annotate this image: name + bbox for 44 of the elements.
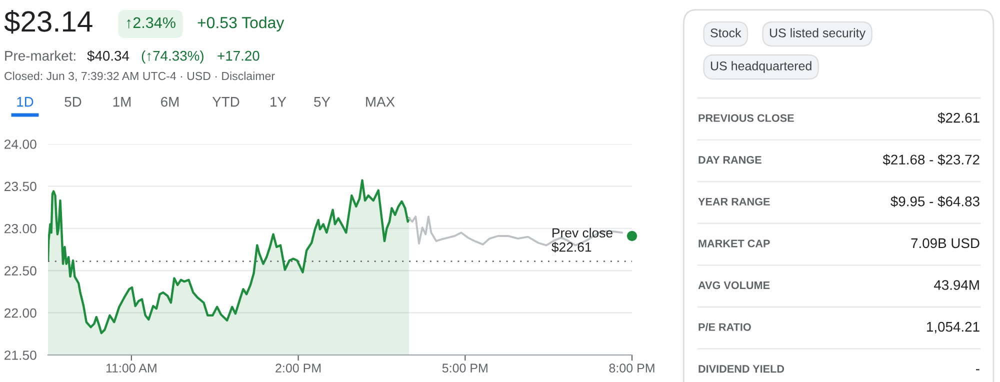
text: MARKET CAP bbox=[698, 240, 770, 248]
text: US headquartered bbox=[710, 61, 812, 73]
text: Pre-market: bbox=[5, 50, 76, 61]
x-tick-label: 11:00 AM bbox=[106, 364, 156, 373]
y-tick-label: 24.00 bbox=[4, 140, 36, 149]
text: $21.68 - $23.72 bbox=[882, 154, 980, 166]
x-tick-label: 5:00 PM bbox=[442, 364, 488, 373]
y-tick-label: 21.50 bbox=[4, 350, 36, 360]
text: 7.09B USD bbox=[911, 238, 980, 248]
text: PREVIOUS CLOSE bbox=[698, 114, 794, 122]
text: $22.61 bbox=[938, 112, 980, 124]
y-tick-label: 23.00 bbox=[4, 224, 36, 234]
text: Closed: Jun 3, 7:39:32 AM UTC-4 · USD · Disclaimer bbox=[4, 72, 275, 82]
text: +17.20 bbox=[218, 50, 260, 61]
text: ↑2.34% bbox=[127, 17, 176, 28]
text: YEAR RANGE bbox=[698, 198, 770, 206]
y-tick-label: 23.50 bbox=[4, 182, 36, 192]
text: Stock bbox=[710, 28, 742, 38]
text: $23.14 bbox=[4, 10, 92, 34]
text: 5D bbox=[64, 97, 82, 107]
text: 1Y bbox=[270, 97, 286, 107]
text: +0.53 Today bbox=[198, 16, 284, 32]
text: US listed security bbox=[770, 28, 866, 40]
text: DIVIDEND YIELD bbox=[698, 365, 784, 373]
ref-line-label: Prev close $22.61 bbox=[552, 228, 612, 253]
y-tick-label: 22.00 bbox=[4, 308, 36, 318]
text: AVG VOLUME bbox=[698, 281, 770, 290]
y-tick-label: 22.50 bbox=[4, 266, 36, 276]
text: $9.95 - $64.83 bbox=[890, 196, 980, 208]
text: P/E RATIO bbox=[698, 322, 751, 332]
text: 1M bbox=[113, 97, 131, 107]
text: - bbox=[976, 369, 980, 370]
x-tick-label: 8:00 PM bbox=[609, 364, 654, 373]
text: MAX bbox=[366, 97, 395, 107]
text: 6M bbox=[161, 96, 179, 107]
text: $40.34 bbox=[87, 50, 130, 62]
text: DAY RANGE bbox=[698, 156, 762, 164]
text: YTD bbox=[212, 97, 240, 107]
x-tick-label: 2:00 PM bbox=[276, 364, 321, 373]
text: 5Y bbox=[314, 97, 330, 107]
text: (↑74.33%) bbox=[142, 50, 204, 64]
text: 1,054.21 bbox=[927, 322, 980, 334]
text: 43.94M bbox=[934, 280, 979, 290]
text: 1D bbox=[17, 97, 34, 107]
